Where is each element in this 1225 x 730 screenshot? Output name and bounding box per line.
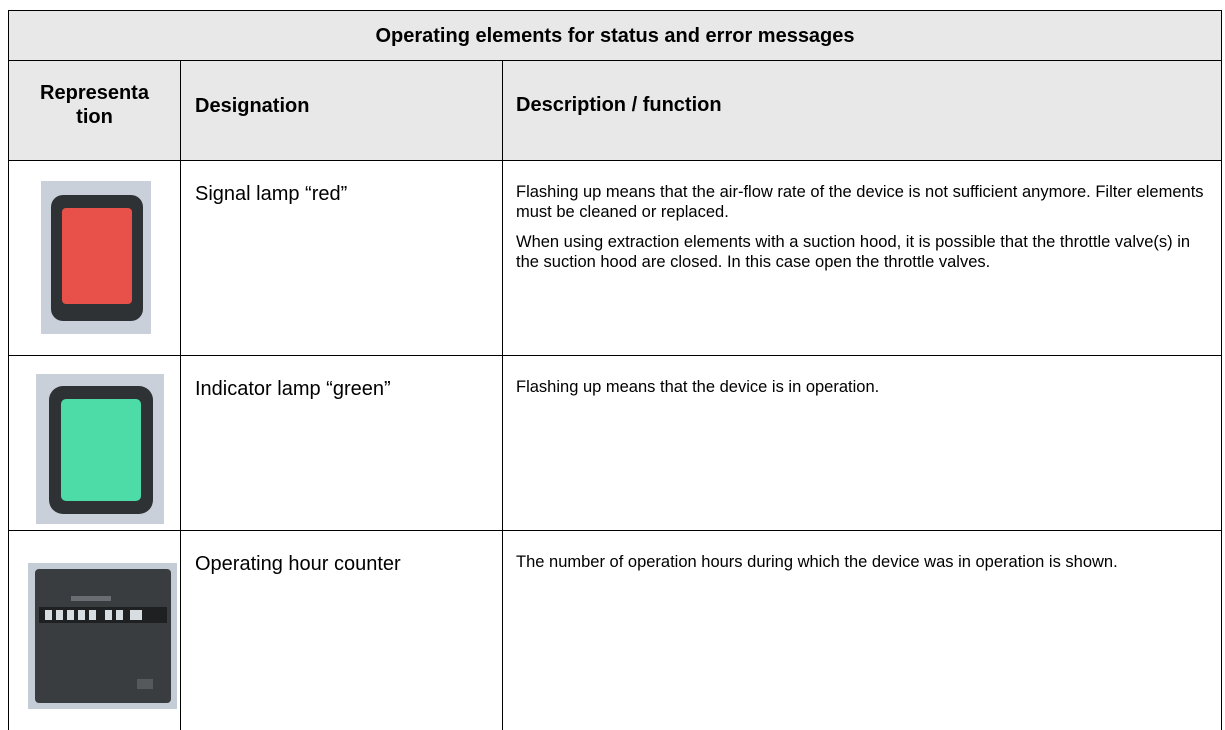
green-lamp-icon [36, 374, 164, 524]
column-header: Description / function [502, 60, 1222, 160]
paragraph: Flashing up means that the device is in … [516, 378, 880, 396]
image-cell [8, 355, 180, 530]
description: The number of operation hours during whi… [502, 530, 1222, 730]
red-lamp-icon [41, 181, 151, 334]
description: Flashing up means that the device is in … [502, 355, 1222, 530]
image-cell [8, 160, 180, 355]
column-header: Designation [180, 60, 502, 160]
designation: Operating hour counter [180, 530, 502, 730]
description: Flashing up means that the air-flow rate… [502, 160, 1222, 355]
hour-counter-icon [28, 563, 177, 709]
table-title: Operating elements for status and error … [8, 10, 1222, 61]
designation: Signal lamp “red” [180, 160, 502, 355]
paragraph: Flashing up means that the air-flow rate… [516, 183, 1204, 221]
paragraph: The number of operation hours during whi… [516, 553, 1118, 571]
designation: Indicator lamp “green” [180, 355, 502, 530]
column-header: Representation [8, 60, 180, 160]
paragraph: When using extraction elements with a su… [516, 233, 1191, 271]
image-cell [8, 530, 180, 730]
